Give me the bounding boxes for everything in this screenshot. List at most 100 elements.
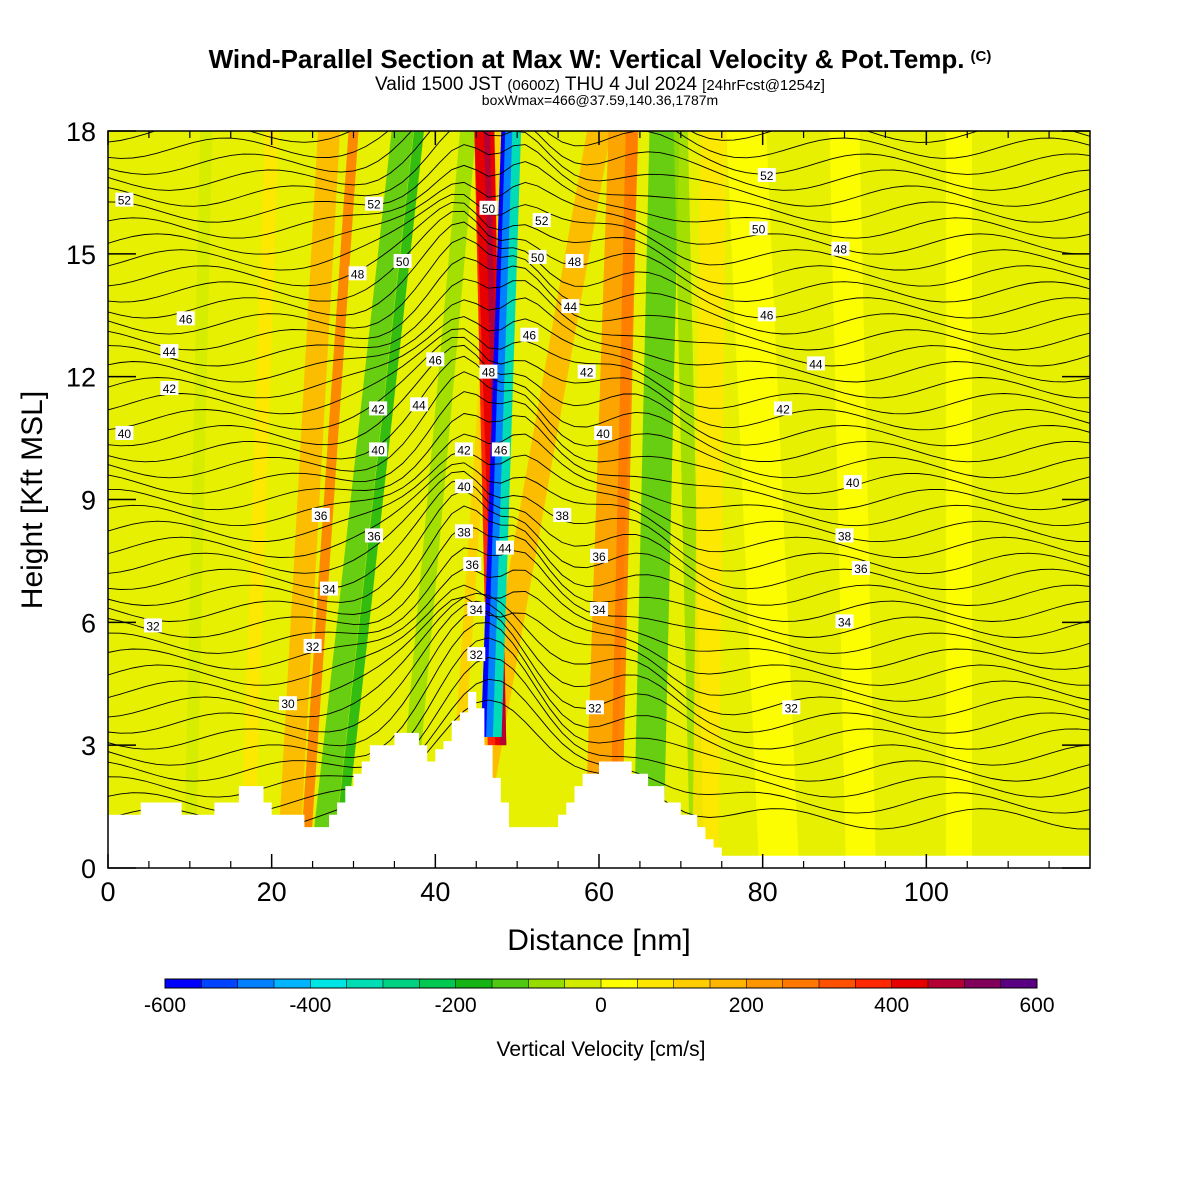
contour-label-bg <box>463 557 482 571</box>
velocity-band <box>183 131 213 868</box>
theta-contour-line <box>108 600 1090 734</box>
contour-label-bg <box>757 307 776 322</box>
contour-label: 48 <box>348 266 367 281</box>
colorbar-tick-label: 0 <box>595 994 607 1017</box>
colorbar: -600 -400 -200 0 200 400 600 <box>144 978 1055 1017</box>
velocity-band <box>309 131 414 868</box>
contour-label-bg <box>115 426 134 440</box>
colorbar-title: Vertical Velocity [cm/s] <box>497 1038 706 1061</box>
y-tick-label: 18 <box>66 117 96 147</box>
terrain <box>108 691 1090 868</box>
contour-label-bg <box>365 196 383 211</box>
contour-label-text: 44 <box>564 300 578 314</box>
theta-contour-line <box>108 336 1090 431</box>
contour-label-bg <box>782 700 801 715</box>
contour-label-bg <box>561 299 580 314</box>
colorbar-swatch <box>782 979 820 988</box>
contour-label-text: 36 <box>592 550 606 564</box>
contour-label-bg <box>455 524 473 539</box>
contour-label-bg <box>528 249 547 264</box>
contour-label-bg <box>594 426 613 440</box>
contour-label: 30 <box>279 696 297 711</box>
contour-label-text: 32 <box>306 640 320 654</box>
theta-contour-line <box>108 131 1090 191</box>
contour-label-bg <box>479 200 498 215</box>
y-axis-title: Height [Kft MSL] <box>16 391 49 609</box>
contour-label: 38 <box>835 528 854 543</box>
contour-label: 34 <box>467 602 486 617</box>
theta-contour-line <box>108 328 1090 415</box>
contour-label-text: 42 <box>580 366 594 380</box>
contour-label: 42 <box>369 401 388 416</box>
theta-contour-line <box>108 622 1090 766</box>
contour-label: 40 <box>594 426 613 441</box>
contour-label-text: 42 <box>371 402 385 416</box>
contour-labels: 52 52 52 52 50 50 50 50 48 48 48 48 46 46 46 46 46 44 44 44… <box>115 168 870 715</box>
x-tick-label: 20 <box>257 877 287 907</box>
contour-label-bg <box>160 344 179 359</box>
contour-label-bg <box>532 213 551 228</box>
contour-label-text: 40 <box>596 427 610 441</box>
plot-area: 52 52 52 52 50 50 50 50 48 48 48 48 46 46 46 46 46 44 44 44… <box>108 131 1090 868</box>
valid-time-utc: (0600Z) <box>507 77 560 94</box>
contour-label: 40 <box>455 479 473 494</box>
contour-label: 40 <box>369 442 388 457</box>
x-tick-label: 40 <box>420 877 450 907</box>
contour-label: 34 <box>590 602 608 617</box>
contour-label-bg <box>774 401 793 416</box>
contour-label: 46 <box>520 327 539 343</box>
theta-contour-line <box>108 479 1090 590</box>
colorbar-tick-label: -200 <box>435 994 477 1017</box>
theta-contour-line <box>108 584 1090 686</box>
contour-label: 44 <box>561 299 580 314</box>
contour-label-bg <box>426 352 445 367</box>
contour-label-text: 46 <box>494 443 508 457</box>
contour-label: 34 <box>320 581 338 597</box>
colorbar-swatch <box>637 979 675 988</box>
contour-label-bg <box>479 364 498 379</box>
velocity-core-band <box>481 131 506 737</box>
theta-contour-line <box>108 592 1090 718</box>
contour-label-text: 52 <box>367 198 381 212</box>
contour-label-text: 32 <box>146 619 160 633</box>
colorbar-swatch <box>492 979 529 988</box>
velocity-band <box>332 131 424 868</box>
contour-label-text: 52 <box>535 214 549 228</box>
colorbar-tick-label: -600 <box>144 994 186 1017</box>
theta-contour-line <box>108 236 1090 335</box>
colorbar-tick-label: -400 <box>289 994 331 1017</box>
theta-contour-line <box>108 278 1090 367</box>
contour-label-bg <box>393 254 412 268</box>
contour-label-bg <box>491 442 510 457</box>
contour-label-bg <box>835 528 854 543</box>
contour-label-text: 38 <box>556 509 570 523</box>
theta-contour-line <box>108 201 1090 287</box>
velocity-band <box>394 131 477 868</box>
contour-label-text: 34 <box>470 603 484 617</box>
x-tick-label: 80 <box>748 877 778 907</box>
contour-label-text: 46 <box>429 353 443 367</box>
x-axis-title: Distance [nm] <box>507 924 690 957</box>
contour-label-bg <box>160 381 179 395</box>
contour-label-bg <box>303 638 322 653</box>
theta-contour-line <box>108 210 1090 303</box>
y-tick-label: 15 <box>66 240 96 270</box>
colorbar-swatch <box>564 979 602 988</box>
theta-contour-line <box>108 181 1090 255</box>
contour-label: 50 <box>749 221 768 236</box>
colorbar-swatch <box>419 979 457 988</box>
x-tick-label: 100 <box>904 877 949 907</box>
theta-contour-line <box>108 344 1090 447</box>
contour-label: 38 <box>455 524 473 539</box>
contour-label-text: 44 <box>163 345 177 359</box>
y-tick-label: 3 <box>81 731 96 761</box>
contour-label: 52 <box>757 168 776 183</box>
copyright-mark: (C) <box>970 48 992 65</box>
colorbar-swatch <box>455 979 493 988</box>
contour-label-text: 36 <box>854 562 868 576</box>
contour-label: 32 <box>467 647 486 662</box>
contour-label-bg <box>843 475 862 490</box>
contour-label-text: 46 <box>760 308 774 322</box>
contour-label: 32 <box>303 638 322 654</box>
